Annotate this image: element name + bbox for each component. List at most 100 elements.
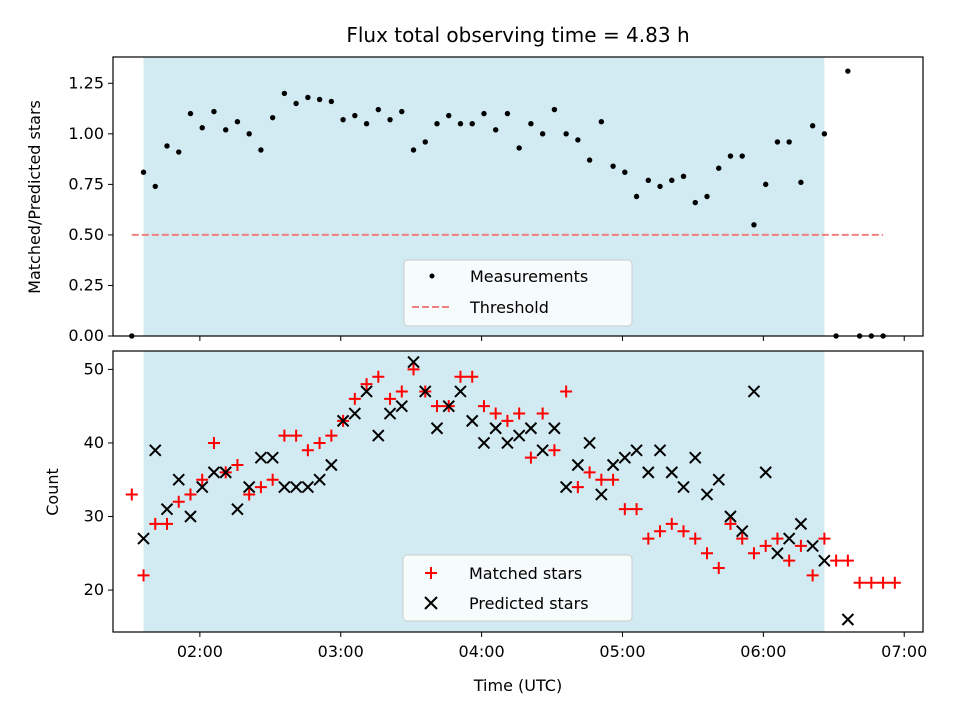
- predicted-star-point: [336, 414, 350, 428]
- predicted-star-point: [665, 466, 678, 479]
- predicted-star-point: [524, 422, 538, 435]
- predicted-star-point: [689, 451, 702, 464]
- predicted-star-point: [184, 510, 197, 523]
- measurement-point: [492, 127, 499, 133]
- matched-star-point: [348, 392, 361, 405]
- measurement-point: [845, 68, 851, 74]
- matched-star-point: [689, 532, 702, 545]
- measurement-point: [457, 121, 464, 127]
- x-tick-label: 04:00: [459, 642, 505, 661]
- matched-star-point: [513, 407, 526, 420]
- measurement-point: [340, 116, 346, 123]
- y-tick-label: 1.25: [68, 73, 104, 92]
- predicted-star-point: [137, 532, 150, 545]
- x-axis-label: Time (UTC): [473, 676, 562, 695]
- matched-star-point: [830, 554, 843, 567]
- predicted-star-point: [536, 444, 549, 457]
- predicted-star-point: [571, 458, 585, 472]
- matched-star-point: [372, 370, 385, 383]
- predicted-star-point: [419, 385, 432, 398]
- matched-star-point: [736, 532, 749, 545]
- predicted-star-point: [700, 488, 714, 501]
- matched-star-point: [466, 370, 479, 383]
- predicted-star-point: [372, 429, 385, 442]
- measurement-point: [645, 177, 652, 184]
- predicted-star-point: [325, 458, 338, 472]
- predicted-star-point: [301, 480, 315, 494]
- matched-star-point: [489, 407, 502, 420]
- measurement-point: [316, 96, 323, 103]
- predicted-star-point: [430, 422, 444, 435]
- predicted-star-point: [759, 466, 772, 479]
- matched-star-point: [853, 576, 866, 589]
- predicted-star-point: [207, 466, 221, 479]
- top-legend: Measurements Threshold: [403, 259, 633, 327]
- predicted-star-point: [630, 444, 643, 457]
- matched-star-point: [161, 517, 173, 530]
- matched-star-point: [524, 451, 537, 464]
- predicted-star-point: [583, 436, 596, 450]
- measurement-point: [575, 137, 581, 143]
- bottom-y-axis-label: Count: [43, 468, 62, 516]
- matched-star-point: [290, 429, 303, 442]
- predicted-star-point: [313, 473, 326, 486]
- predicted-star-point: [242, 480, 256, 494]
- matched-star-point: [818, 532, 831, 545]
- matched-star-point: [431, 400, 443, 413]
- x-tick-label: 06:00: [740, 642, 786, 661]
- y-tick-label: 40: [84, 433, 104, 452]
- y-tick-label: 0.25: [68, 275, 104, 294]
- measurement-point: [539, 131, 546, 137]
- measurement-point: [633, 193, 640, 200]
- bottom-plot-frame: [112, 350, 924, 633]
- predicted-star-point: [747, 385, 761, 398]
- predicted-star-point: [653, 444, 667, 457]
- matched-star-point: [583, 466, 596, 479]
- count-points: [125, 355, 901, 626]
- x-tick-label: 07:00: [881, 642, 927, 661]
- measurement-point: [751, 222, 757, 228]
- measurement-point: [410, 147, 417, 153]
- measurement-point: [692, 199, 698, 206]
- measurement-point: [258, 147, 264, 153]
- matched-star-point: [395, 385, 408, 398]
- matched-star-point: [184, 488, 197, 501]
- matched-star-point: [618, 503, 631, 516]
- matched-star-point: [747, 547, 760, 560]
- matched-star-point: [841, 554, 854, 567]
- legend-measurements-label: Measurements: [470, 267, 588, 286]
- measurement-point: [680, 173, 687, 179]
- predicted-star-point: [736, 525, 749, 538]
- matched-star-point: [384, 392, 397, 405]
- predicted-star-point: [407, 355, 420, 369]
- matched-star-point: [677, 525, 690, 538]
- measurement-point: [434, 121, 440, 127]
- measurement-point: [234, 118, 241, 125]
- y-tick-label: 30: [84, 507, 104, 526]
- measurement-point: [164, 143, 170, 149]
- matched-star-point: [243, 488, 256, 501]
- matched-star-point: [360, 378, 373, 391]
- measurement-point: [586, 157, 593, 163]
- top-panel: 0.00 0.25 0.50 0.75 1.00 1.25 Matched/Predict…: [25, 56, 924, 345]
- predicted-star-point: [172, 473, 185, 486]
- predicted-star-point: [395, 399, 408, 413]
- x-tick-label: 03:00: [318, 642, 364, 661]
- matched-star-point: [595, 473, 608, 486]
- predicted-star-point: [489, 422, 502, 435]
- predicted-star-point: [196, 480, 209, 494]
- top-plot-frame: [112, 56, 924, 337]
- matched-star-point: [654, 525, 667, 538]
- measurement-point: [328, 98, 335, 105]
- x-tick-label: 02:00: [177, 642, 223, 661]
- predicted-star-point: [348, 407, 362, 420]
- measurement-point: [809, 123, 816, 129]
- matched-star-point: [759, 539, 772, 552]
- predicted-star-point: [642, 466, 655, 479]
- matched-star-point: [313, 436, 326, 449]
- matched-star-point: [207, 436, 220, 449]
- measurement-point: [363, 121, 370, 127]
- predicted-star-point: [149, 444, 162, 457]
- predicted-star-point: [383, 407, 397, 420]
